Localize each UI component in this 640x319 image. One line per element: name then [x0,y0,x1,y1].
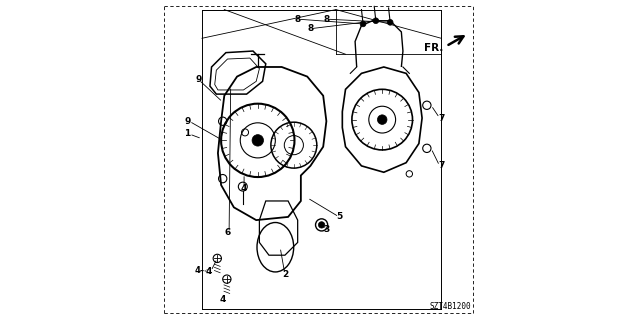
Circle shape [252,135,264,146]
Text: FR.: FR. [424,43,444,54]
Text: 9: 9 [196,75,202,84]
Text: 4: 4 [205,267,212,276]
Circle shape [387,19,393,25]
Text: 9: 9 [184,117,191,126]
Text: 4: 4 [220,295,226,304]
Text: 7: 7 [438,114,444,122]
Text: 8: 8 [323,15,330,24]
Text: 4–◁: 4–◁ [195,265,211,274]
Circle shape [373,18,379,24]
Text: SZT4B1200: SZT4B1200 [430,302,472,311]
Text: 3: 3 [323,225,330,234]
Circle shape [378,115,387,124]
Circle shape [360,21,366,27]
Text: 4: 4 [240,184,246,193]
Text: 7: 7 [438,161,444,170]
Text: 8: 8 [294,15,301,24]
Text: 2: 2 [282,270,288,279]
Text: 8: 8 [307,24,314,33]
Circle shape [319,222,324,228]
Text: 6: 6 [225,228,230,237]
Text: 1: 1 [184,130,191,138]
Text: 5: 5 [336,212,342,221]
